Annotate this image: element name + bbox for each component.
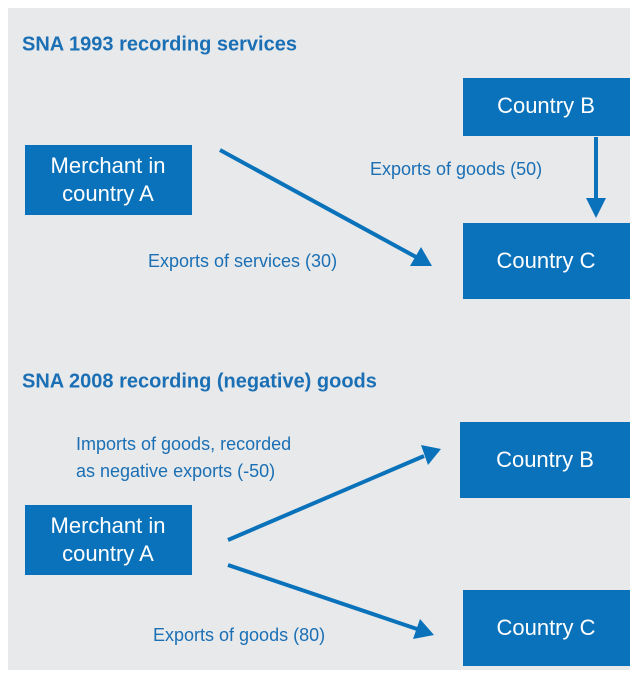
- node-label: Country B: [497, 93, 595, 118]
- node-label: Country C: [496, 248, 595, 273]
- node-label: country A: [62, 181, 154, 206]
- arrow-head: [421, 445, 441, 465]
- section-title: SNA 2008 recording (negative) goods: [22, 370, 377, 392]
- node-box: [25, 505, 192, 575]
- arrow-head: [586, 198, 606, 218]
- node-box: [25, 145, 192, 215]
- node-label: Country B: [496, 447, 594, 472]
- node-box: [463, 590, 630, 666]
- arrow-head: [410, 247, 432, 266]
- edge-label: Imports of goods, recorded: [76, 434, 291, 454]
- node-label: country A: [62, 541, 154, 566]
- node-label: Country C: [496, 615, 595, 640]
- node-label: Merchant in: [51, 153, 166, 178]
- section-title: SNA 1993 recording services: [22, 33, 297, 55]
- edge-label: as negative exports (-50): [76, 461, 275, 481]
- arrow: [227, 563, 418, 631]
- edge-label: Exports of services (30): [148, 251, 337, 271]
- node-box: [463, 223, 630, 299]
- node-label: Merchant in: [51, 513, 166, 538]
- arrow-head: [413, 619, 434, 639]
- edge-label: Exports of goods (80): [153, 625, 325, 645]
- node-box: [460, 422, 630, 498]
- arrow: [219, 148, 417, 259]
- node-box: [463, 78, 630, 136]
- arrow: [227, 454, 425, 542]
- edge-label: Exports of goods (50): [370, 159, 542, 179]
